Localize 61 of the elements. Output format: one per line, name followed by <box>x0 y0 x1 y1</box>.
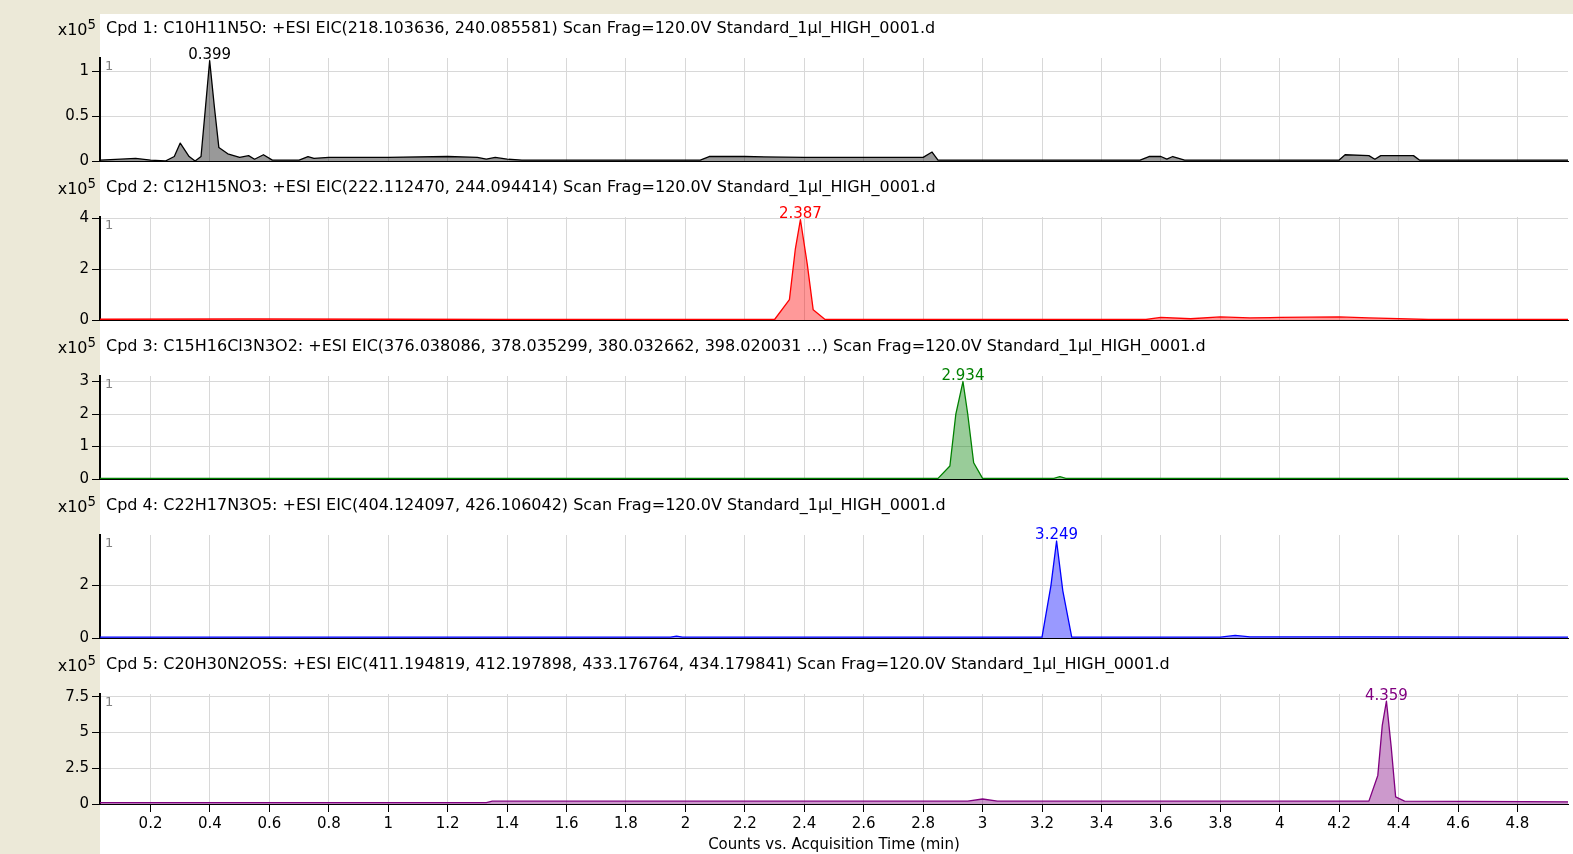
y-tick-label: 0 <box>79 793 89 812</box>
y-tick-label: 0 <box>79 150 89 169</box>
chart-title: Cpd 5: C20H30N2O5S: +ESI EIC(411.194819, 412.197898, 433.176764, 434.179841) Scan Frag=120.0V Standard_1µl_HIGH_0001.d <box>100 650 1573 678</box>
annotation: 0.399 <box>188 45 232 64</box>
x-tick-label: 0.8 <box>316 813 341 832</box>
x-tick-label: 0.6 <box>257 813 282 832</box>
x-tick-label: 1.2 <box>435 813 460 832</box>
y-tick-label: 2 <box>79 575 89 594</box>
x-tick-label: 3.8 <box>1208 813 1233 832</box>
x-tick-label: 4.6 <box>1446 813 1470 832</box>
y-axis-title: x10$^{5}$ <box>56 175 97 199</box>
y-tick-label: 2 <box>79 259 89 278</box>
x-tick-label: 3.6 <box>1148 813 1173 832</box>
x-tick-label: 2.2 <box>732 813 757 832</box>
x-tick-label: 1.6 <box>554 813 579 832</box>
y-tick-label: 1 <box>79 61 89 80</box>
annotation: 3.249 <box>1035 525 1079 544</box>
x-tick-label: 4.4 <box>1386 813 1411 832</box>
x-tick-label: 3.2 <box>1030 813 1054 832</box>
y-axis-title: x10$^{5}$ <box>56 652 97 676</box>
x-tick-label: 2.8 <box>911 813 936 832</box>
x-tick-label: 4.8 <box>1505 813 1530 832</box>
y-axis-title: x10$^{5}$ <box>56 16 97 40</box>
y-axis-title: x10$^{5}$ <box>56 493 97 517</box>
y-tick-label: 1 <box>79 436 89 455</box>
y-tick-label: 0 <box>79 309 89 328</box>
y-tick-label: 0 <box>79 627 89 646</box>
y-axis-title: x10$^{5}$ <box>56 334 97 358</box>
x-tick-label: 3.4 <box>1089 813 1114 832</box>
x-tick-label: 2 <box>680 813 691 832</box>
chart-title: Cpd 2: C12H15NO3: +ESI EIC(222.112470, 244.094414) Scan Frag=120.0V Standard_1µl_HIGH_0001.d <box>100 173 1573 201</box>
x-tick-label: 1.8 <box>614 813 638 832</box>
chart-title: Cpd 1: C10H11N5O: +ESI EIC(218.103636, 240.085581) Scan Frag=120.0V Standard_1µl_HIGH_0001.d <box>100 14 1573 42</box>
x-tick-label: 2.4 <box>792 813 817 832</box>
x-axis-title: Counts vs. Acquisition Time (min) <box>708 834 960 853</box>
y-tick-label: 2.5 <box>65 758 89 777</box>
annotation: 1 <box>105 57 114 73</box>
annotation: 1 <box>105 375 114 391</box>
x-tick-label: 2.6 <box>851 813 876 832</box>
x-tick-label: 0.4 <box>198 813 222 832</box>
x-tick-label: 1.4 <box>495 813 520 832</box>
y-tick-label: 5 <box>79 722 89 741</box>
annotation: 1 <box>105 534 114 550</box>
x-tick-label: 4 <box>1274 813 1285 832</box>
x-tick-label: 4.2 <box>1327 813 1352 832</box>
annotation: 4.359 <box>1364 685 1408 704</box>
y-tick-label: 7.5 <box>65 686 89 705</box>
annotation: 2.387 <box>778 203 822 222</box>
annotation: 1 <box>105 216 114 232</box>
y-tick-label: 0.5 <box>65 106 89 125</box>
chart-title: Cpd 3: C15H16Cl3N3O2: +ESI EIC(376.038086, 378.035299, 380.032662, 398.020031 ...) Scan Frag=120.0V Standard_1µl_HIGH_0001.d <box>100 332 1573 360</box>
y-tick-label: 2 <box>79 403 89 422</box>
x-tick-label: 1 <box>383 813 394 832</box>
annotation: 1 <box>105 693 114 709</box>
x-tick-label: 3 <box>977 813 988 832</box>
y-tick-label: 0 <box>79 468 89 487</box>
annotation: 2.934 <box>941 365 985 384</box>
y-tick-label: 4 <box>79 208 89 227</box>
x-tick-label: 0.2 <box>138 813 163 832</box>
chart-title: Cpd 4: C22H17N3O5: +ESI EIC(404.124097, 426.106042) Scan Frag=120.0V Standard_1µl_HIGH_0001.d <box>100 491 1573 519</box>
y-tick-label: 3 <box>79 371 89 390</box>
